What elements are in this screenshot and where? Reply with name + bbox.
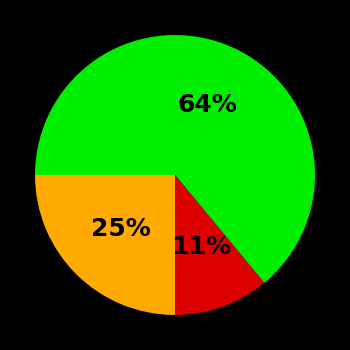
Wedge shape (35, 175, 175, 315)
Wedge shape (175, 175, 264, 315)
Text: 11%: 11% (171, 236, 231, 259)
Text: 25%: 25% (91, 217, 150, 241)
Wedge shape (35, 35, 315, 283)
Text: 64%: 64% (178, 93, 238, 117)
